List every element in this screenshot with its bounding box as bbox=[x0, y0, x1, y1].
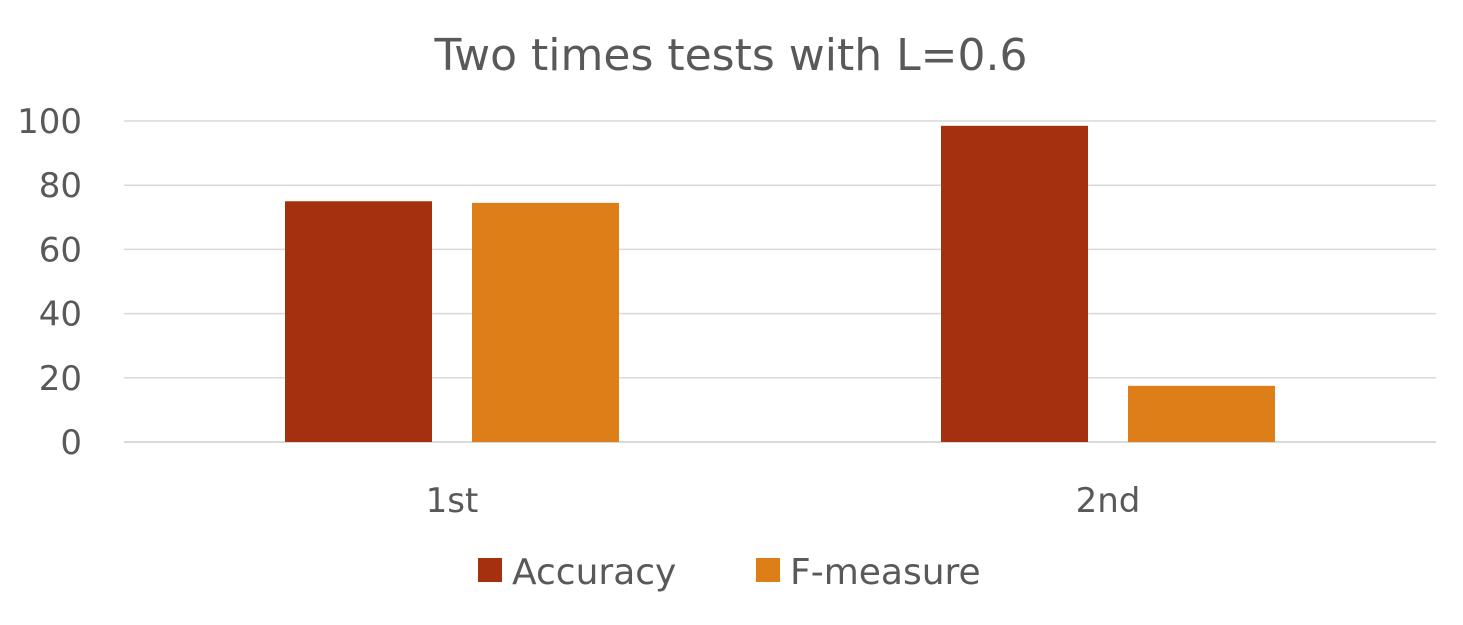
x-category-label: 1st bbox=[426, 481, 479, 521]
legend-swatch-f-measure bbox=[756, 558, 780, 582]
bars bbox=[285, 125, 1275, 442]
y-tick-label: 0 bbox=[60, 423, 82, 463]
chart-title: Two times tests with L=0.6 bbox=[434, 30, 1028, 81]
x-axis-categories: 1st 2nd bbox=[426, 481, 1141, 521]
legend-label: Accuracy bbox=[512, 552, 676, 593]
y-axis-ticks: 0 20 40 60 80 100 bbox=[17, 102, 82, 463]
y-tick-label: 60 bbox=[39, 230, 82, 270]
legend-swatch-accuracy bbox=[478, 558, 502, 582]
y-tick-label: 100 bbox=[17, 102, 82, 142]
y-tick-label: 20 bbox=[39, 359, 82, 399]
y-tick-label: 40 bbox=[39, 295, 82, 335]
x-category-label: 2nd bbox=[1076, 481, 1141, 521]
legend: Accuracy F-measure bbox=[478, 552, 981, 593]
bar-f-measure-2nd bbox=[1128, 385, 1275, 442]
legend-label: F-measure bbox=[790, 552, 981, 593]
y-tick-label: 80 bbox=[39, 166, 82, 206]
bar-accuracy-2nd bbox=[941, 125, 1088, 442]
bar-f-measure-1st bbox=[472, 202, 619, 442]
bar-accuracy-1st bbox=[285, 201, 432, 442]
